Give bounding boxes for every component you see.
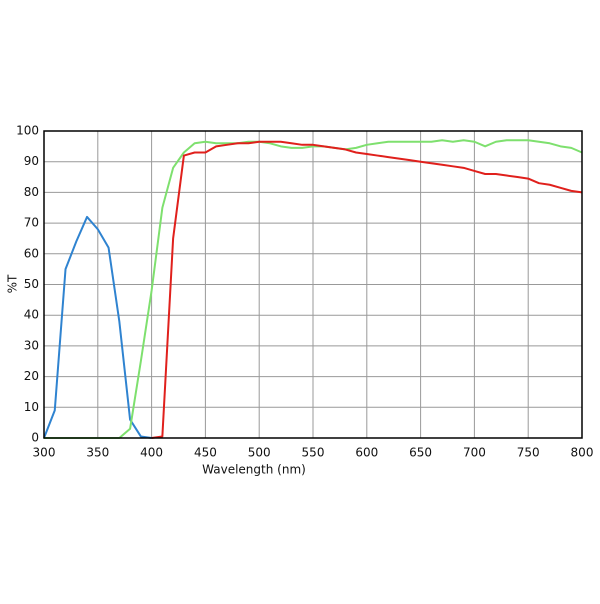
x-tick-label: 400 bbox=[140, 446, 163, 460]
y-tick-label: 90 bbox=[24, 154, 39, 168]
y-tick-label: 60 bbox=[24, 246, 39, 260]
x-tick-label: 650 bbox=[409, 446, 432, 460]
y-tick-label: 50 bbox=[24, 277, 39, 291]
x-tick-label: 750 bbox=[517, 446, 540, 460]
x-tick-label: 500 bbox=[248, 446, 271, 460]
y-tick-label: 30 bbox=[24, 338, 39, 352]
series-line bbox=[43, 215, 152, 439]
y-tick-label: 70 bbox=[24, 216, 39, 230]
y-axis-label: %T bbox=[6, 274, 20, 293]
y-tick-label: 80 bbox=[24, 185, 39, 199]
y-tick-label: 20 bbox=[24, 369, 39, 383]
x-tick-label: 350 bbox=[86, 446, 109, 460]
x-tick-label: 600 bbox=[355, 446, 378, 460]
x-axis-label: Wavelength (nm) bbox=[202, 463, 306, 477]
x-tick-label: 800 bbox=[571, 446, 594, 460]
x-tick-label: 700 bbox=[463, 446, 486, 460]
y-tick-label: 10 bbox=[24, 400, 39, 414]
x-tick-label: 300 bbox=[33, 446, 56, 460]
y-tick-label: 100 bbox=[16, 124, 39, 138]
x-tick-label: 550 bbox=[302, 446, 325, 460]
plot-frame bbox=[43, 130, 583, 439]
y-tick-label: 40 bbox=[24, 308, 39, 322]
y-tick-label: 0 bbox=[31, 431, 39, 445]
x-tick-label: 450 bbox=[194, 446, 217, 460]
series-line bbox=[44, 139, 583, 439]
series-line bbox=[151, 140, 583, 439]
